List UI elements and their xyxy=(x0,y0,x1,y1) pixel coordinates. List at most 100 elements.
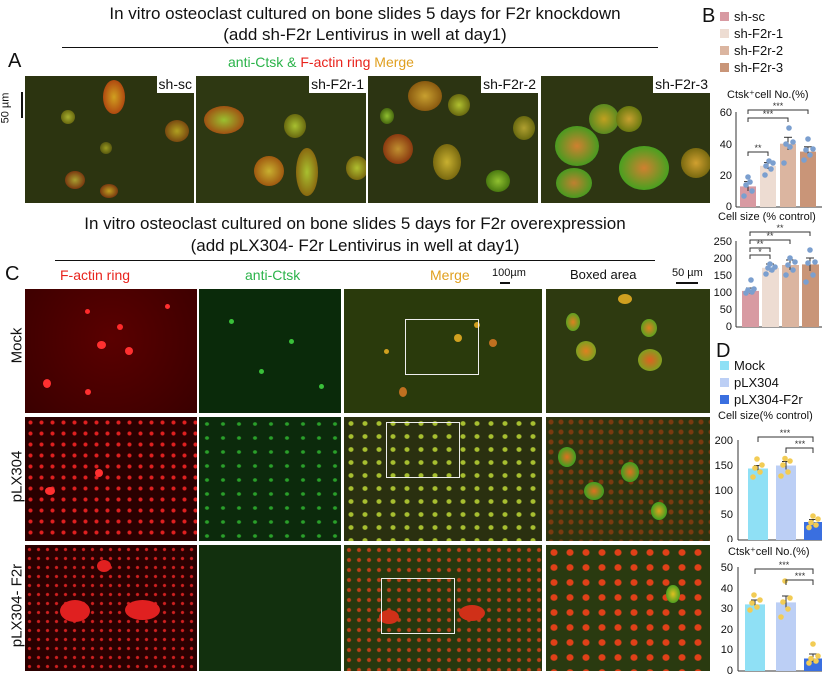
micrograph-plx304-f2r-f-actin xyxy=(25,545,197,671)
bar-chart-ctsk-knockdown: 60 40 20 0 ** *** *** xyxy=(720,101,822,212)
col-header-f-actin: F-actin ring xyxy=(60,267,131,283)
legend-label: pLX304-F2r xyxy=(734,392,803,407)
svg-text:10: 10 xyxy=(721,644,733,656)
row-label-plx304-f2r: pLX304- F2r xyxy=(8,563,26,648)
col-header-boxed-area: Boxed area xyxy=(570,267,637,282)
svg-text:100: 100 xyxy=(714,287,732,299)
svg-text:**: ** xyxy=(776,223,784,233)
panel-a-title-line2: (add sh-F2r Lentivirus in well at day1) xyxy=(223,25,507,44)
legend-item: sh-F2r-2 xyxy=(720,42,783,59)
svg-text:**: ** xyxy=(766,231,774,241)
legend-swatch xyxy=(720,12,729,21)
row-label-plx304: pLX304 xyxy=(8,450,26,503)
legend-item: pLX304 xyxy=(720,374,803,391)
micrograph-plx304-f2r-boxed xyxy=(546,545,710,671)
legend-swatch xyxy=(720,378,729,387)
legend-swatch xyxy=(720,63,729,72)
micrograph-sh-f2r-2: sh-F2r-2 xyxy=(368,76,538,203)
scale-bar-boxed xyxy=(676,282,698,284)
micrograph-sh-f2r-3: sh-F2r-3 xyxy=(541,76,710,203)
legend-label: sh-F2r-1 xyxy=(734,26,784,41)
svg-text:0: 0 xyxy=(727,665,733,677)
panel-a-divider xyxy=(62,47,658,48)
image-label: sh-F2r-1 xyxy=(309,76,366,93)
panel-a-stain-legend: anti-Ctsk & F-actin ring Merge xyxy=(228,54,414,70)
panel-c-letter: C xyxy=(5,263,20,285)
micrograph-plx304-f2r-merge xyxy=(344,545,542,671)
panel-b-legend: sh-sc sh-F2r-1 sh-F2r-2 sh-F2r-3 xyxy=(720,8,783,76)
panel-c-title-line2: (add pLX304- F2r Lentivirus in well at d… xyxy=(190,236,520,255)
legend-swatch xyxy=(720,395,729,404)
boxed-area-frame xyxy=(405,319,479,375)
bar-chart-cellsize-overexpression: 200 150 100 50 0 *** *** xyxy=(715,428,822,542)
scale-bar xyxy=(21,92,23,118)
panel-d-legend: Mock pLX304 pLX304-F2r xyxy=(720,357,803,408)
micrograph-plx304-f-actin xyxy=(25,417,197,541)
micrograph-plx304-merge xyxy=(344,417,542,541)
chart-title: Cell size(% control) xyxy=(718,410,813,422)
col-header-merge: Merge xyxy=(430,267,470,283)
stain-green-label: anti-Ctsk & xyxy=(228,54,297,70)
legend-item: sh-F2r-1 xyxy=(720,25,783,42)
svg-text:0: 0 xyxy=(727,534,733,542)
svg-text:***: *** xyxy=(780,428,791,438)
scale-label-boxed: 50 µm xyxy=(672,267,703,279)
svg-text:100: 100 xyxy=(715,485,733,497)
legend-label: sh-F2r-2 xyxy=(734,43,784,58)
micrograph-plx304-f2r-ctsk xyxy=(199,545,341,671)
svg-text:150: 150 xyxy=(714,270,732,282)
svg-text:0: 0 xyxy=(726,321,732,333)
svg-text:**: ** xyxy=(756,239,764,249)
chart-title: Ctsk⁺cell No.(%) xyxy=(727,89,809,101)
legend-item: sh-sc xyxy=(720,8,783,25)
legend-label: Mock xyxy=(734,358,766,373)
micrograph-plx304-boxed xyxy=(546,417,710,541)
panel-c-divider xyxy=(55,260,655,261)
image-label: sh-sc xyxy=(156,76,194,93)
scale-label-merge: 100µm xyxy=(492,267,526,279)
boxed-area-frame xyxy=(381,578,455,634)
svg-text:50: 50 xyxy=(720,304,732,316)
micrograph-mock-ctsk xyxy=(199,289,341,413)
micrograph-mock-merge xyxy=(344,289,542,413)
image-label: sh-F2r-2 xyxy=(481,76,538,93)
panel-a-scale: 50 µm xyxy=(0,88,23,128)
legend-item: pLX304-F2r xyxy=(720,391,803,408)
svg-text:50: 50 xyxy=(721,509,733,521)
svg-text:20: 20 xyxy=(720,170,732,182)
svg-text:***: *** xyxy=(763,109,774,119)
stain-merge-label: Merge xyxy=(374,54,414,70)
svg-text:60: 60 xyxy=(720,107,732,119)
chart-title: Ctsk⁺cell No.(%) xyxy=(728,546,810,558)
svg-text:250: 250 xyxy=(714,236,732,248)
micrograph-sh-f2r-1: sh-F2r-1 xyxy=(196,76,366,203)
svg-text:*: * xyxy=(758,247,762,257)
chart-title: Cell size (% control) xyxy=(718,211,816,223)
image-label: sh-F2r-3 xyxy=(653,76,710,93)
svg-text:***: *** xyxy=(779,560,790,570)
panel-a-letter: A xyxy=(8,50,22,72)
legend-item: Mock xyxy=(720,357,803,374)
legend-label: sh-F2r-3 xyxy=(734,60,784,75)
scale-label: 50 µm xyxy=(0,92,12,124)
panel-d-letter: D xyxy=(716,340,731,362)
svg-text:200: 200 xyxy=(714,253,732,265)
stain-red-label: F-actin ring xyxy=(300,54,371,70)
panel-b-letter: B xyxy=(702,5,716,27)
legend-swatch xyxy=(720,361,729,370)
legend-swatch xyxy=(720,29,729,38)
svg-text:**: ** xyxy=(754,143,762,153)
micrograph-mock-f-actin xyxy=(25,289,197,413)
svg-text:20: 20 xyxy=(721,624,733,636)
bar-chart-cellsize-knockdown: 250 200 150 100 50 0 * ** ** ** xyxy=(714,223,822,333)
svg-text:***: *** xyxy=(795,571,806,581)
legend-item: sh-F2r-3 xyxy=(720,59,783,76)
boxed-area-frame xyxy=(386,422,460,478)
legend-label: sh-sc xyxy=(734,9,766,24)
panel-c-title-line1: In vitro osteoclast cultured on bone sli… xyxy=(84,214,626,233)
svg-text:40: 40 xyxy=(721,583,733,595)
svg-text:***: *** xyxy=(795,439,806,449)
svg-text:30: 30 xyxy=(721,603,733,615)
svg-text:200: 200 xyxy=(715,435,733,447)
micrograph-plx304-ctsk xyxy=(199,417,341,541)
